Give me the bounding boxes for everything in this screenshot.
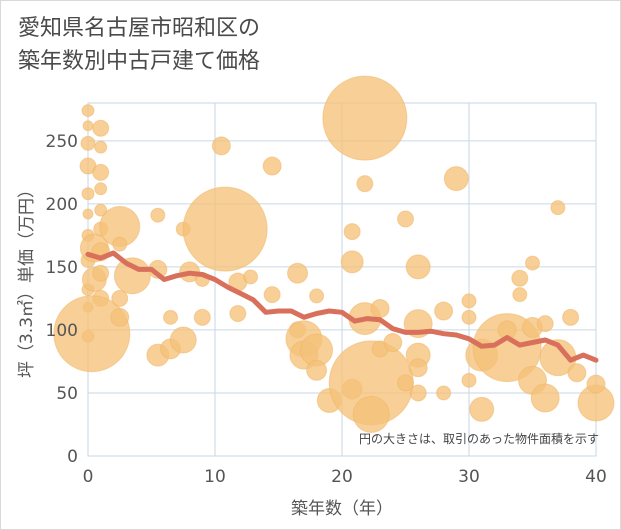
bubble-point [92,264,110,282]
bubbles [53,75,615,433]
bubble-point [461,309,477,325]
bubble-point [397,210,414,228]
bubble-point [356,175,374,193]
bubble-point [163,309,179,325]
bubble-point [112,236,128,252]
bubble-point [80,135,96,151]
bubble-point [461,293,477,309]
bubble-point [182,186,268,272]
bubble-point [550,200,566,216]
y-tick-label: 250 [46,132,78,152]
bubble-point [405,254,431,280]
bubble-point [562,308,580,326]
bubble-point [370,298,390,318]
bubble-point [309,288,325,304]
axes: 0 10 20 30 40 0 50 100 150 200 250 築年数（年） 坪（3.3㎡）単価（… [17,132,607,519]
bubble-point [263,286,281,304]
bubble-point [469,396,495,422]
bubble-point [110,307,130,327]
bubble-point [82,208,94,220]
bubble-point [92,119,110,137]
bubble-point [322,75,408,161]
bubble-point [383,333,403,353]
bubble-point [511,269,529,287]
x-axis-label: 築年数（年） [291,499,393,519]
bubble-point [525,255,540,271]
bubble-point [92,163,110,181]
x-tick-label: 30 [458,467,480,487]
bubble-point [111,289,129,307]
chart-title: 愛知県名古屋市昭和区の 築年数別中古戸建て価格 [18,16,261,74]
bubble-point [567,363,587,383]
bubble-point [193,308,211,326]
y-tick-label: 0 [67,447,78,467]
bubble-point [409,384,427,402]
bubble-point [113,257,151,295]
trend-layer [85,250,599,363]
bubble-point [169,326,197,354]
bubble-point [229,305,247,323]
bubble-point [443,166,469,192]
bubble-point [243,269,259,285]
bubble-point [211,136,231,156]
bubble-point [287,262,309,284]
bubble-point [94,203,108,217]
x-tick-label: 10 [204,467,226,487]
bubble-point [408,358,428,378]
y-tick-label: 50 [56,384,78,404]
y-tick-label: 200 [46,195,78,215]
bubble-point [461,372,477,388]
y-tick-label: 100 [46,321,78,341]
bubble-point [530,383,560,413]
bubble-point [82,120,94,132]
bubble-point [150,207,166,223]
bubble-point [81,104,95,118]
bubble-point [586,374,606,394]
bubble-point [434,301,454,321]
bubble-point [94,182,108,196]
x-tick-label: 40 [585,467,607,487]
bubble-point [340,250,364,274]
size-note: 円の大きさは、取引のあった物件面積を示す [358,432,599,446]
bubble-point [262,156,282,176]
x-tick-label: 0 [83,467,94,487]
bubble-point [343,223,361,241]
bubble-point [397,374,414,392]
bubble-point [436,385,452,401]
bubble-point [352,395,390,433]
y-tick-label: 150 [46,258,78,278]
bubble-point [536,315,554,333]
bubble-point [81,187,95,201]
bubble-point [512,287,528,303]
bubble-point [94,140,108,154]
y-axis-label: 坪（3.3㎡）単価（万円） [17,181,37,378]
x-tick-label: 20 [331,467,353,487]
trend-line [85,250,599,363]
bubble-point [306,359,328,381]
